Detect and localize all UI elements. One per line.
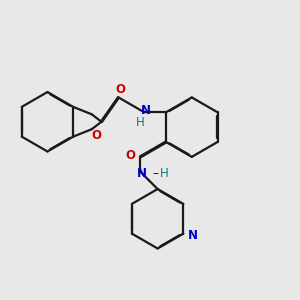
Text: N: N [141,104,151,117]
Text: O: O [91,129,101,142]
Text: O: O [125,149,135,162]
Text: N: N [137,167,147,180]
Text: N: N [188,229,198,242]
Text: H: H [136,116,145,129]
Text: O: O [115,82,125,96]
Text: H: H [160,167,169,180]
Text: –: – [152,167,158,180]
